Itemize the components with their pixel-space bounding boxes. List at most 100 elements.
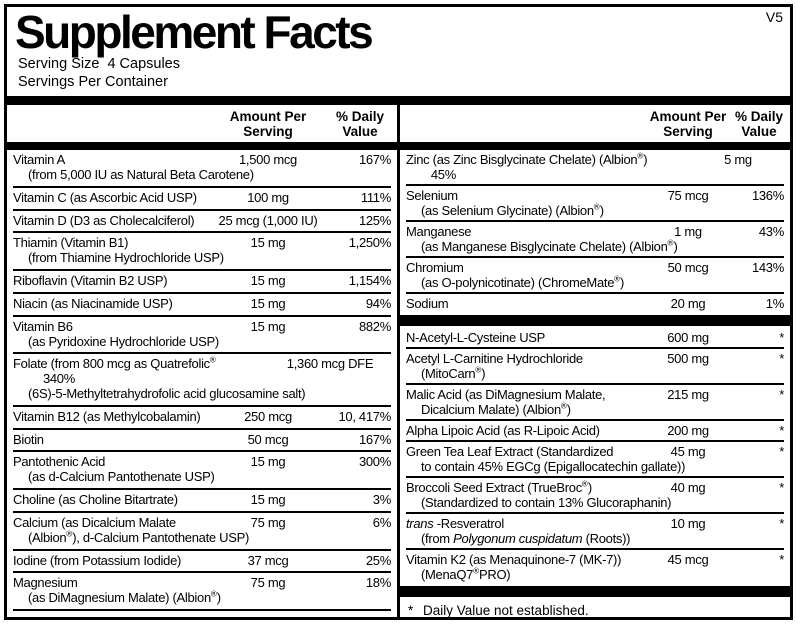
daily-value-percent: 25% [365,552,391,568]
amount-per-serving-value: 15 mg [250,318,286,334]
ingredient-detail: (MitoCarn®) [421,365,486,382]
top-divider-bar [7,96,790,106]
amount-per-serving-value: 600 mg [667,330,709,346]
table-row: Folate (from 800 mcg as Quatrefolic® 1,36… [13,352,391,405]
amount-per-serving-value: 75 mcg [667,188,709,204]
amount-per-serving-value: 50 mcg [667,260,709,276]
ingredient-name: Vitamin D (D3 as Cholecalciferol) [13,212,195,228]
ingredient-detail: (Standardized to contain 13% Glucoraphan… [421,495,672,511]
registered-trademark-symbol: ® [667,238,674,248]
daily-value-percent: * [779,444,784,460]
daily-value-percent: 340% [42,371,75,387]
ingredient-name: Magnesium [13,575,78,591]
header-spacer [13,109,207,139]
amount-per-serving-value: 500 mg [667,351,709,367]
daily-value-percent: 6% [372,514,392,530]
daily-value-percent: 45% [430,167,456,183]
table-row: Zinc (as Zinc Bisglycinate Chelate) (Alb… [406,150,784,184]
ingredient-name: Calcium (as Dicalcium Malate [13,514,176,530]
daily-value-header: % Daily Value [734,109,784,140]
registered-trademark-symbol: ® [475,365,482,375]
right-column: Amount Per Serving % Daily Value Zinc (a… [400,105,790,619]
ingredient-name: Chromium [406,260,464,276]
serving-size-line: Serving Size 4 Capsules [18,55,180,72]
daily-value-percent: 94% [365,295,391,311]
footnote-marker: * [408,603,414,619]
registered-trademark-symbol: ® [614,274,621,284]
ingredient-name: Vitamin B6 [13,318,73,334]
right-rows: Zinc (as Zinc Bisglycinate Chelate) (Alb… [400,150,790,619]
ingredient-name: Vitamin A [13,152,65,168]
ingredient-name: Choline (as Choline Bitartrate) [13,492,178,508]
amount-per-serving-value: 75 mg [250,514,286,530]
table-row: N-Acetyl-L-Cysteine USP 600 mg * [406,328,784,347]
table-row: Alpha Lipoic Acid (as R-Lipoic Acid) 200 … [406,419,784,440]
table-row: Selenium 75 mcg 136% (as Selenium Glycinate… [406,184,784,220]
ingredient-name: Selenium [406,188,458,204]
table-row: Pantothenic Acid 15 mg 300% (as d-Calcium P… [13,450,391,488]
table-row: Chromium 50 mcg 143% (as O-polynicotinate) … [406,256,784,292]
right-column-headers: Amount Per Serving % Daily Value [406,105,784,141]
amount-per-serving-value: 5 mg [724,152,752,168]
ingredient-name: Alpha Lipoic Acid (as R-Lipoic Acid) [406,423,600,439]
table-row: Vitamin D (D3 as Cholecalciferol) 25 mcg … [13,208,391,232]
ingredient-detail: Dicalcium Malate) (Albion®) [421,401,571,418]
ingredient-detail: (as Manganese Bisglycinate Chelate) (Alb… [421,238,678,255]
table-row: Choline (as Choline Bitartrate) 15 mg 3% [13,488,391,511]
ingredient-detail: (as Pyridoxine Hydrochloride USP) [28,333,219,349]
header-rule-bar [400,142,790,151]
amount-per-serving-value: 45 mg [670,444,706,460]
amount-per-serving-value: 1,500 mcg [238,152,297,168]
ingredient-detail: (as DiMagnesium Malate) (Albion®) [28,590,221,606]
daily-value-percent: * [779,330,784,346]
ingredient-detail: (from 5,000 IU as Natural Beta Carotene) [28,167,254,183]
daily-value-percent: 882% [358,318,391,334]
section-divider-bar [400,586,790,598]
daily-value-percent: 300% [358,454,391,470]
registered-trademark-symbol: ® [473,566,479,576]
amount-per-serving-value: 1,360 mcg DFE [286,356,374,372]
footnote-text: Daily Value not established. [423,603,589,619]
table-row: Vitamin C (as Ascorbic Acid USP) 100 mg 11… [13,186,391,209]
ingredient-name: Malic Acid (as DiMagnesium Malate, [406,387,606,403]
ingredient-name: Manganese [406,224,472,240]
daily-value-percent: 10, 417% [338,409,391,425]
amount-per-serving-value: 250 mcg [244,409,292,425]
amount-per-serving-value: 15 mg [250,454,286,470]
amount-per-serving-value: 1 mg [674,224,702,240]
ingredient-name: Green Tea Leaf Extract (Standardized [406,444,614,460]
table-row: trans -Resveratrol 10 mg * (from Polygonum … [406,512,784,548]
amount-per-serving-value: 15 mg [250,235,286,251]
table-row: Calcium (as Dicalcium Malate 75 mg 6% (Albi… [13,510,392,549]
ingredient-name: Vitamin C (as Ascorbic Acid USP) [13,190,197,205]
ingredient-name: Acetyl L-Carnitine Hydrochloride [406,351,583,367]
table-row: Vitamin K2 (as Menaquinone-7 (MK-7)) 45 m… [406,548,784,584]
daily-value-percent: 136% [751,188,784,204]
ingredient-name: trans -Resveratrol [406,516,504,532]
amount-per-serving-value: 45 mcg [667,552,709,568]
left-column: Amount Per Serving % Daily Value Vitamin… [7,105,397,617]
ingredient-name: Niacin (as Niacinamide USP) [13,295,173,311]
ingredient-detail: (as Selenium Glycinate) (Albion®) [421,202,604,219]
ingredient-name: Iodine (from Potassium Iodide) [13,552,182,568]
table-row: Vitamin A 1,500 mcg 167% (from 5,000 IU as … [13,150,391,186]
amount-per-serving-value: 15 mg [250,273,286,289]
ingredient-detail: (as d-Calcium Pantothenate USP) [28,469,215,485]
registered-trademark-symbol: ® [581,479,588,489]
daily-value-percent: * [779,423,784,439]
ingredient-detail: (6S)-5-Methyltetrahydrofolic acid glucos… [28,386,306,402]
daily-value-percent: 167% [358,431,391,447]
table-row: Vitamin B6 15 mg 882% (as Pyridoxine Hydroc… [13,314,391,353]
ingredient-name: Pantothenic Acid [13,454,106,470]
amount-per-serving-header: Amount Per Serving [649,109,727,140]
table-row: Broccoli Seed Extract (TrueBroc®) 40 mg * (… [406,476,784,512]
table-row: Riboflavin (Vitamin B2 USP) 15 mg 1,154% [13,269,391,292]
registered-trademark-symbol: ® [66,529,73,539]
section-divider-bar [400,315,790,327]
ingredient-name: N-Acetyl-L-Cysteine USP [406,330,546,346]
column-divider [397,105,400,617]
table-row: Sodium 20 mg 1% [406,292,784,313]
left-column-headers: Amount Per Serving % Daily Value [13,105,391,141]
amount-per-serving-value: 75 mg [250,575,286,591]
registered-trademark-symbol: ® [593,202,600,212]
